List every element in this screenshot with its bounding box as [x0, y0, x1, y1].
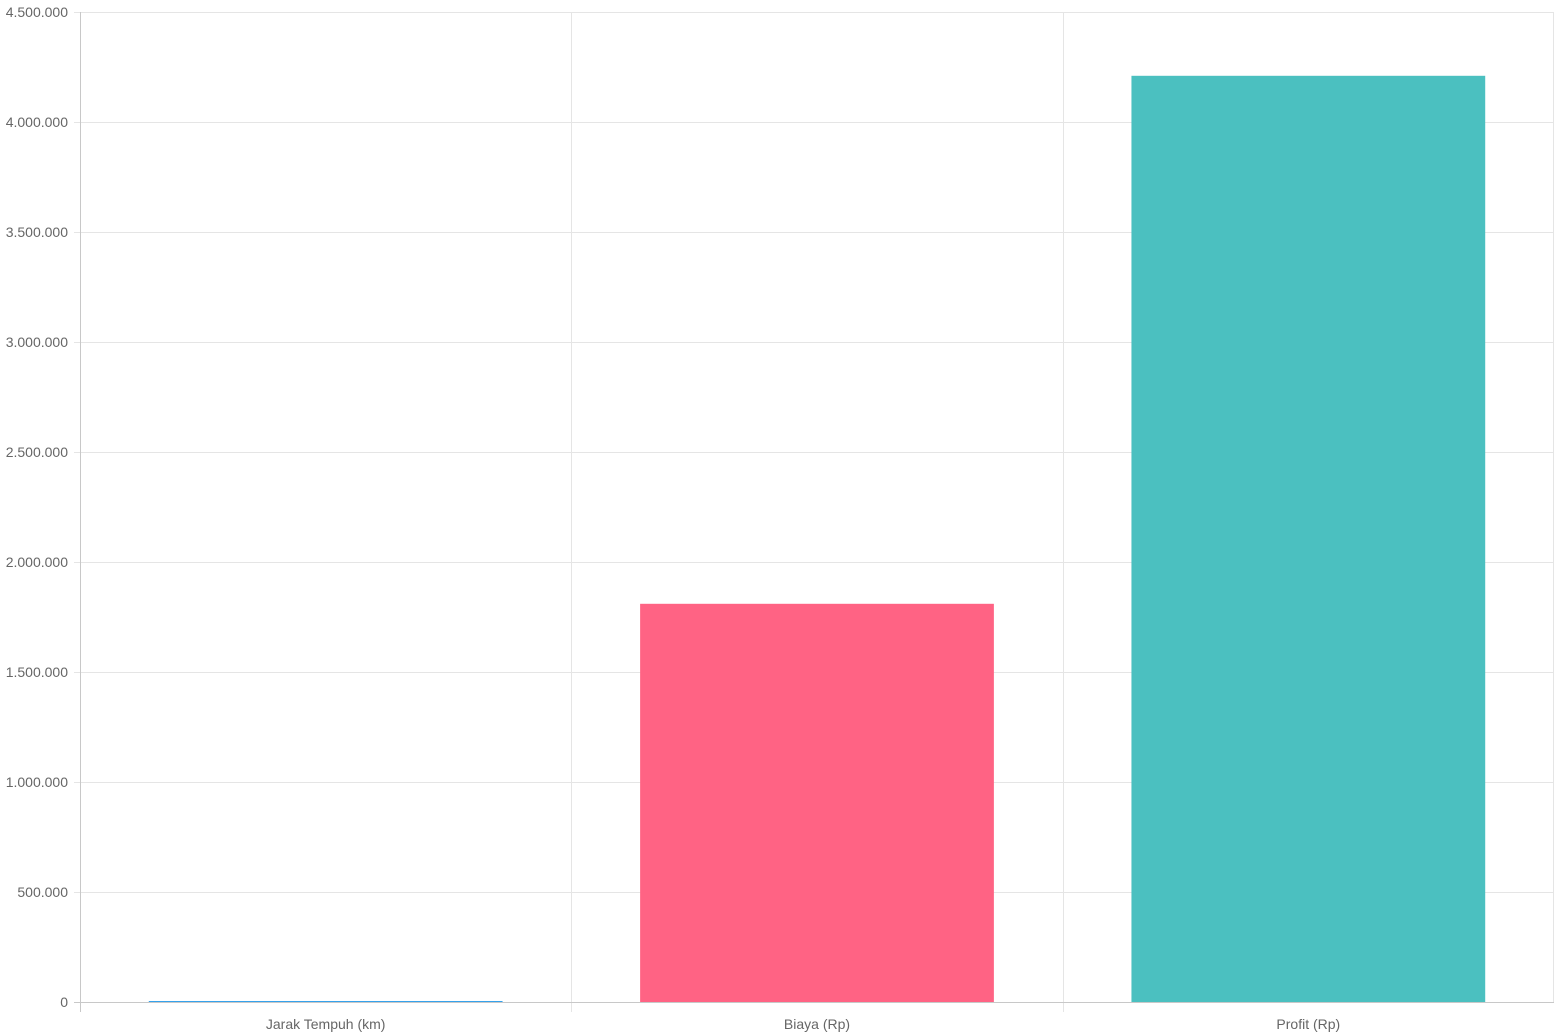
y-tick-label: 2.500.000: [6, 444, 68, 460]
bar[interactable]: [640, 603, 994, 1002]
x-tick-label: Profit (Rp): [1276, 1016, 1340, 1032]
grid-lines: [74, 12, 1554, 1012]
y-tick-label: 3.500.000: [6, 224, 68, 240]
y-tick-label: 500.000: [17, 884, 68, 900]
bars: [148, 75, 1486, 1003]
x-axis-tick-labels: Jarak Tempuh (km) Biaya (Rp) Profit (Rp): [266, 1016, 1340, 1032]
y-tick-label: 0: [60, 994, 68, 1010]
x-tick-label: Biaya (Rp): [784, 1016, 850, 1032]
bar[interactable]: [1131, 75, 1486, 1003]
y-tick-label: 1.500.000: [6, 664, 68, 680]
y-tick-label: 4.500.000: [6, 4, 68, 20]
bar[interactable]: [148, 1001, 503, 1002]
y-tick-label: 4.000.000: [6, 114, 68, 130]
y-tick-label: 1.000.000: [6, 774, 68, 790]
x-tick-label: Jarak Tempuh (km): [266, 1016, 386, 1032]
y-axis-tick-labels: 0 500.000 1.000.000 1.500.000 2.000.000 2.500…: [6, 4, 69, 1010]
y-tick-label: 3.000.000: [6, 334, 68, 350]
axes: [74, 12, 1554, 1012]
y-tick-label: 2.000.000: [6, 554, 68, 570]
